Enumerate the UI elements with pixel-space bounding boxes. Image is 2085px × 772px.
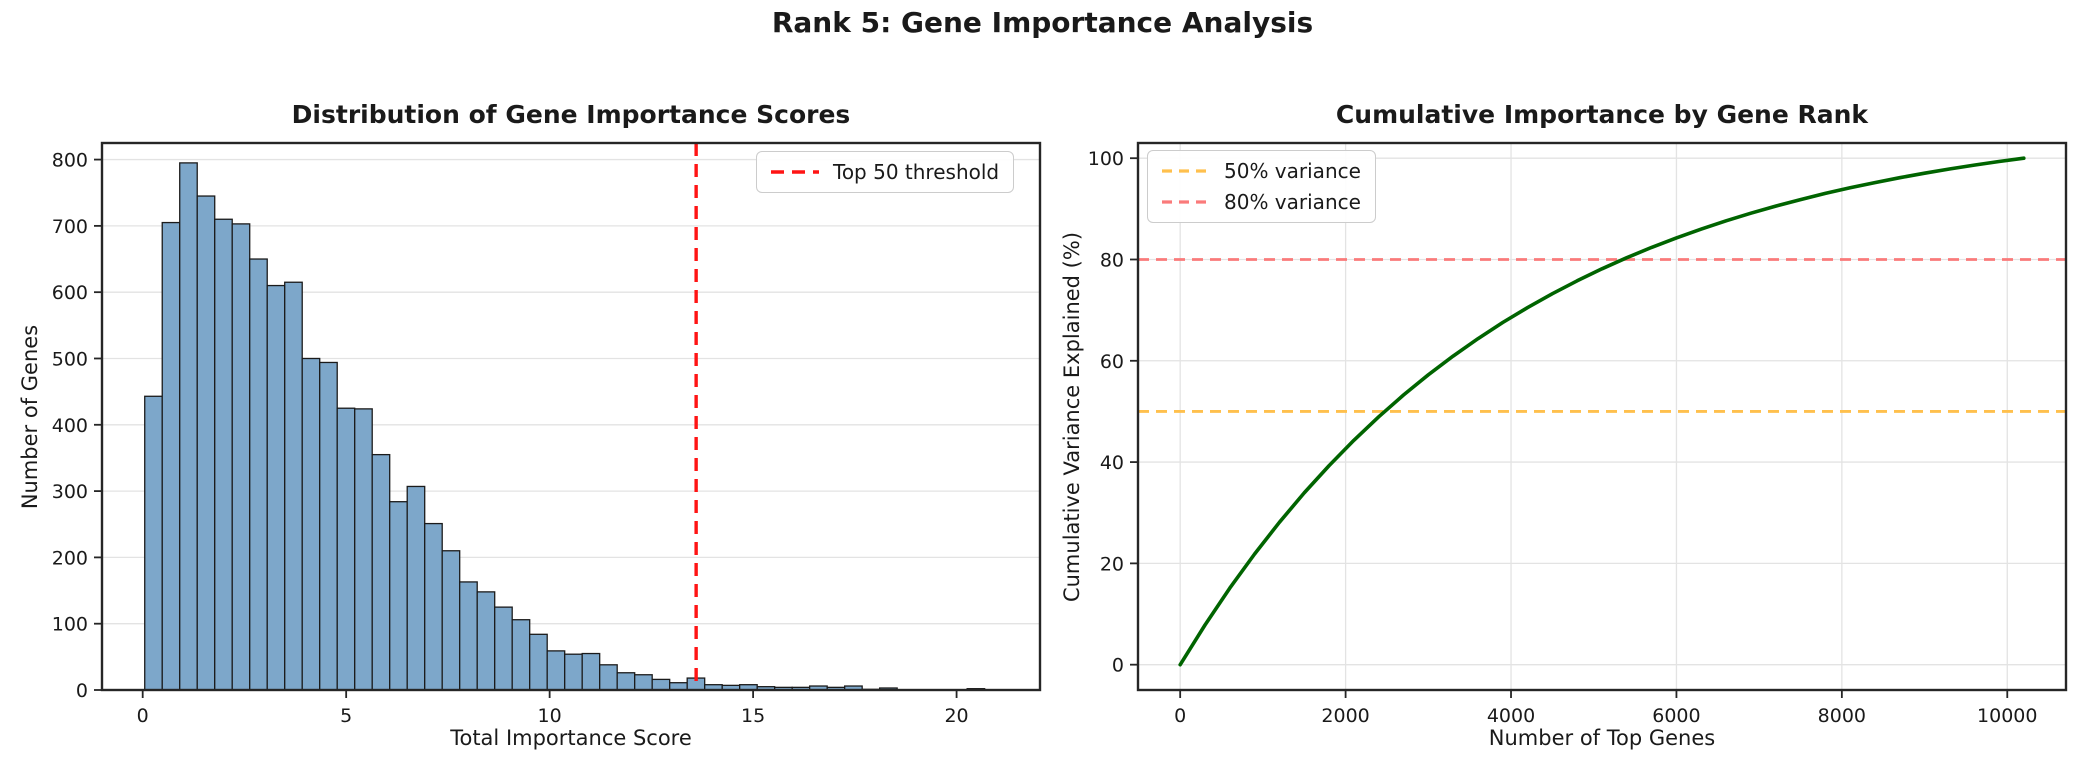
axes-spines [1136,141,2068,692]
legend-label-80pct: 80% variance [1224,190,1361,214]
x-tick-label: 20 [944,705,968,727]
axes-spines [100,141,1042,692]
legend-entry-80pct: 80% variance [1162,190,1361,214]
x-tick-label: 6000 [1652,705,1700,727]
variance-50-dash-icon [1162,169,1210,173]
cumulative-curve [1178,156,2026,667]
histogram-bar [511,619,531,691]
histogram-bar [336,407,356,691]
histogram-bar [301,357,321,691]
left-x-axis-label: Total Importance Score [450,726,692,750]
legend-label-threshold: Top 50 threshold [833,160,1000,184]
y-tick-label: 100 [1088,148,1124,170]
variance-80-dash-icon [1162,200,1210,204]
legend-entry-50pct: 50% variance [1162,159,1361,183]
threshold-dash-icon [771,170,819,174]
y-tick-label: 100 [52,614,88,636]
right-y-axis-label: Cumulative Variance Explained (%) [1060,231,1084,603]
histogram-bar [319,361,338,691]
right-x-axis-label: Number of Top Genes [1488,726,1716,750]
x-tick-label: 4000 [1487,705,1535,727]
histogram-bar [546,650,566,691]
histogram-bar [599,664,618,691]
histogram-bar [354,408,373,691]
histogram-bar [144,395,163,691]
histogram-bar [371,453,391,691]
histogram-bar [616,672,636,691]
y-tick-label: 800 [52,150,88,172]
histogram-bar [406,485,426,691]
histogram-bar [179,162,198,691]
histogram-bar [284,281,303,691]
left-y-axis-label: Number of Genes [18,324,42,510]
histogram-bar [581,652,601,691]
x-tick-label: 10000 [1977,705,2037,727]
y-tick-label: 300 [52,481,88,503]
histogram-bar [214,218,233,691]
y-tick-label: 400 [52,415,88,437]
histogram-bar [651,678,671,691]
legend-entry-threshold: Top 50 threshold [771,160,999,184]
legend-label-50pct: 50% variance [1224,159,1361,183]
histogram-bar [266,284,286,691]
histogram-bar [389,501,408,691]
y-tick-label: 600 [52,282,88,304]
x-tick-label: 15 [741,705,765,727]
left-chart-title: Distribution of Gene Importance Scores [291,100,851,129]
y-tick-label: 80 [1100,249,1124,271]
histogram-bar [231,223,251,691]
histogram-bar [249,258,268,691]
x-tick-label: 2000 [1321,705,1369,727]
y-tick-label: 500 [52,348,88,370]
x-tick-label: 10 [538,705,562,727]
x-tick-label: 0 [137,705,149,727]
histogram-bar [161,221,181,691]
histogram-bar [529,633,548,691]
histogram-bar [564,653,583,691]
figure-title: Rank 5: Gene Importance Analysis [771,6,1314,39]
histogram-bar [476,591,496,691]
x-tick-label: 0 [1174,705,1186,727]
x-tick-label: 8000 [1818,705,1866,727]
y-tick-label: 700 [52,216,88,238]
x-tick-label: 5 [340,705,352,727]
histogram-bar [441,550,461,691]
histogram-bar [459,581,478,691]
y-tick-label: 20 [1100,553,1124,575]
histogram-bar [424,522,443,691]
y-tick-label: 0 [76,680,88,702]
right-chart-title: Cumulative Importance by Gene Rank [1335,100,1869,129]
left-legend: Top 50 threshold [756,151,1015,193]
right-legend: 50% variance 80% variance [1147,150,1376,223]
histogram-bar [196,195,216,691]
histogram-bar [494,606,513,691]
y-tick-label: 200 [52,547,88,569]
cumulative-plot: 0 2000 4000 6000 8000 10000 0 20 40 60 80 100 [1088,141,2068,727]
y-tick-label: 40 [1100,452,1124,474]
histogram-bar [634,674,653,691]
y-tick-label: 0 [1112,655,1124,677]
y-tick-label: 60 [1100,351,1124,373]
